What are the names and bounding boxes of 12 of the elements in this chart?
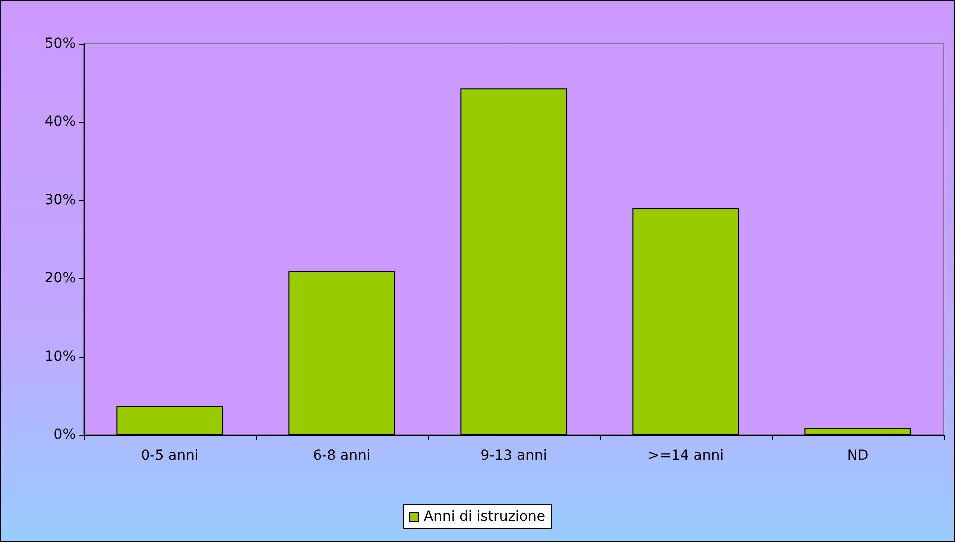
x-tick-label: ND (847, 448, 869, 464)
x-tick-label: 9-13 anni (480, 448, 548, 464)
legend-label: Anni di istruzione (424, 509, 546, 525)
y-tick-label: 40% (44, 114, 76, 130)
x-tick-label: >=14 anni (648, 448, 724, 464)
x-tick-label: 6-8 anni (313, 448, 371, 464)
y-tick-label: 0% (54, 427, 76, 443)
y-tick-label: 10% (44, 348, 76, 365)
y-tick-label: 50% (44, 36, 76, 52)
y-tick-label: 30% (44, 192, 76, 208)
x-tick-label: 0-5 anni (141, 448, 199, 464)
y-tick-label: 20% (44, 270, 76, 287)
